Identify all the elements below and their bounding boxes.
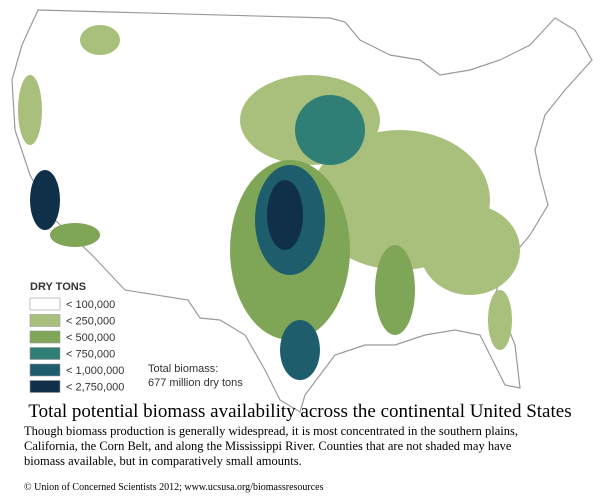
legend-swatch [29,380,61,393]
legend-label: < 500,000 [66,332,115,344]
total-value: 677 million dry tons [148,377,243,389]
legend-label: < 100,000 [66,299,115,311]
caption: Though biomass production is generally w… [24,424,518,468]
legend-label: < 750,000 [66,349,115,361]
shade-region [18,75,42,145]
legend-title: DRY TONS [30,281,86,293]
legend-swatch [29,330,61,344]
shade-region [488,290,512,350]
shade-region [280,320,320,380]
biomass-shading [18,25,520,380]
legend-label: < 250,000 [66,316,115,328]
shade-region [80,25,120,55]
legend-label: < 1,000,000 [66,365,124,377]
legend-swatch [29,297,61,311]
shade-region [267,180,303,250]
shade-region [30,170,60,230]
legend-swatch [29,347,61,360]
shade-region [420,205,520,295]
footer: © Union of Concerned Scientists 2012; ww… [24,482,324,493]
caption-line: California, the Corn Belt, and along the… [24,439,512,453]
total-label: Total biomass: [148,363,218,375]
caption-line: Though biomass production is generally w… [24,424,518,438]
map [11,9,593,413]
shade-region [50,223,100,247]
legend-label: < 2,750,000 [66,382,124,394]
legend-swatch [29,363,61,377]
title: Total potential biomass availability acr… [28,401,571,422]
shade-region [375,245,415,335]
shade-region [295,95,365,165]
caption-line: biomass available, but in comparatively … [24,454,302,468]
legend: DRY TONS < 100,000 < 250,000 < 500,000 < 75… [29,281,124,394]
legend-swatch [29,314,61,327]
